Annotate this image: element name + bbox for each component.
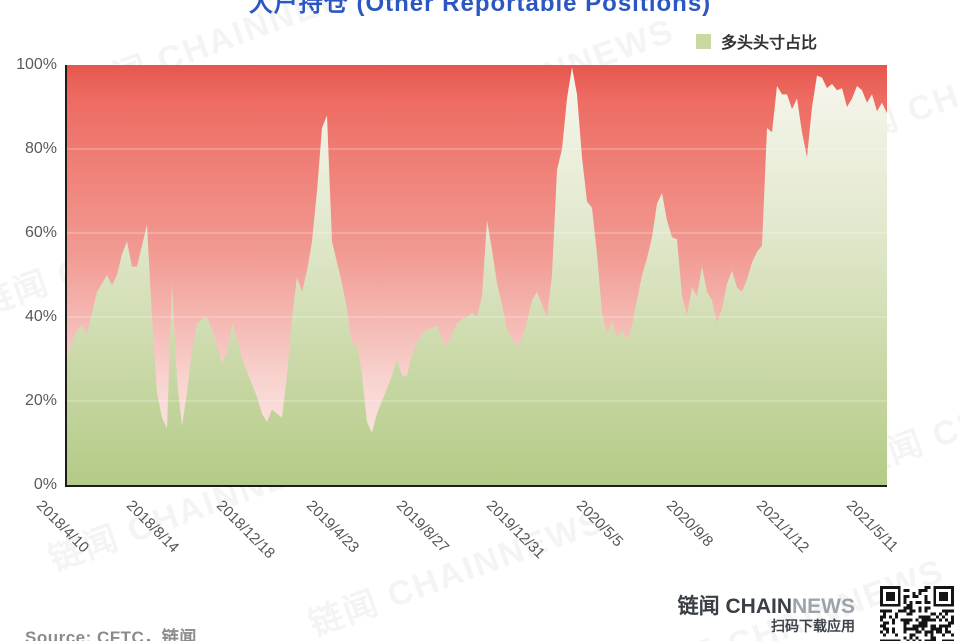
x-tick-label: 2020/9/8 <box>662 497 717 551</box>
long-position-area <box>67 67 887 485</box>
y-tick-label: 60% <box>24 224 57 241</box>
brand-dark-text: 链闻 CHAIN <box>677 595 792 618</box>
legend-swatch-icon <box>696 33 711 49</box>
x-tick-label: 2021/1/12 <box>752 497 813 557</box>
legend: 多头头寸占比 <box>696 29 817 53</box>
scan-download-hint: 扫码下载应用 <box>771 618 855 634</box>
x-tick-label: 2018/12/18 <box>212 497 279 563</box>
source-note: Source: CFTC，链闻 <box>25 628 197 641</box>
x-tick-label: 2018/4/10 <box>32 497 93 557</box>
x-tick-label: 2020/5/5 <box>572 497 627 551</box>
y-tick-label: 0% <box>33 476 57 493</box>
chart-title: 大户持仓 (Other Reportable Positions) <box>248 0 712 17</box>
x-tick-label: 2019/8/27 <box>392 497 453 557</box>
y-tick-label: 40% <box>24 308 57 325</box>
y-tick-label: 20% <box>24 392 57 409</box>
qr-code <box>880 586 954 641</box>
legend-label: 多头头寸占比 <box>721 35 818 52</box>
y-tick-label: 100% <box>16 56 57 73</box>
brand-logo: 链闻 CHAINNEWS <box>678 590 855 620</box>
plot-area <box>65 65 887 487</box>
brand-light-text: NEWS <box>792 595 855 618</box>
x-tick-label: 2021/5/11 <box>842 497 902 556</box>
gridlines <box>67 148 887 402</box>
y-tick-label: 80% <box>24 140 57 157</box>
chainnews-watermark: 链闻 CHAINNEWS <box>304 501 610 641</box>
x-tick-label: 2019/4/23 <box>302 497 363 557</box>
x-tick-label: 2019/12/31 <box>482 497 549 563</box>
x-tick-label: 2018/8/14 <box>122 497 183 557</box>
area-chart <box>67 65 887 485</box>
